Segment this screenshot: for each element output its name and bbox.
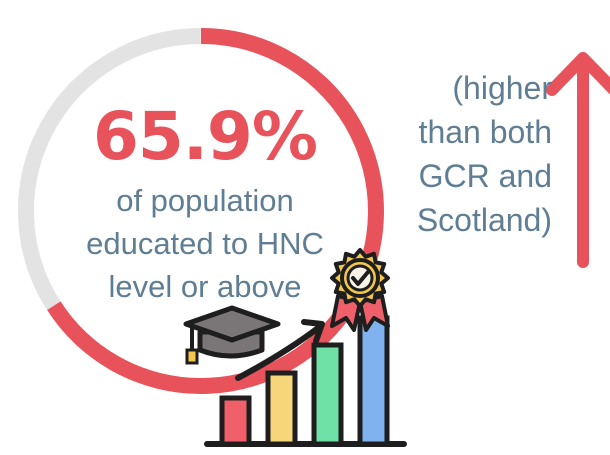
description-line-1: of population — [116, 183, 294, 218]
trend-arrow-icon — [235, 319, 325, 381]
comparison-line-3: GCR and — [418, 158, 552, 194]
up-arrow-icon — [546, 52, 610, 268]
comparison-line-1: (higher — [452, 70, 552, 106]
icon-bar-4 — [357, 315, 390, 447]
icon-bar-1 — [219, 395, 252, 447]
comparison-line-4: Scotland) — [416, 202, 552, 238]
icon-bar-3 — [311, 342, 344, 447]
description-line-2: educated to HNC — [86, 226, 324, 261]
graduation-cap-icon — [183, 305, 281, 365]
percentage-value: 65.9% — [93, 98, 318, 175]
ring-track — [17, 28, 201, 311]
award-badge-icon — [330, 248, 390, 332]
icon-bar-2 — [265, 370, 298, 447]
comparison-line-2: than both — [418, 114, 552, 150]
description-line-3: level or above — [108, 269, 302, 304]
